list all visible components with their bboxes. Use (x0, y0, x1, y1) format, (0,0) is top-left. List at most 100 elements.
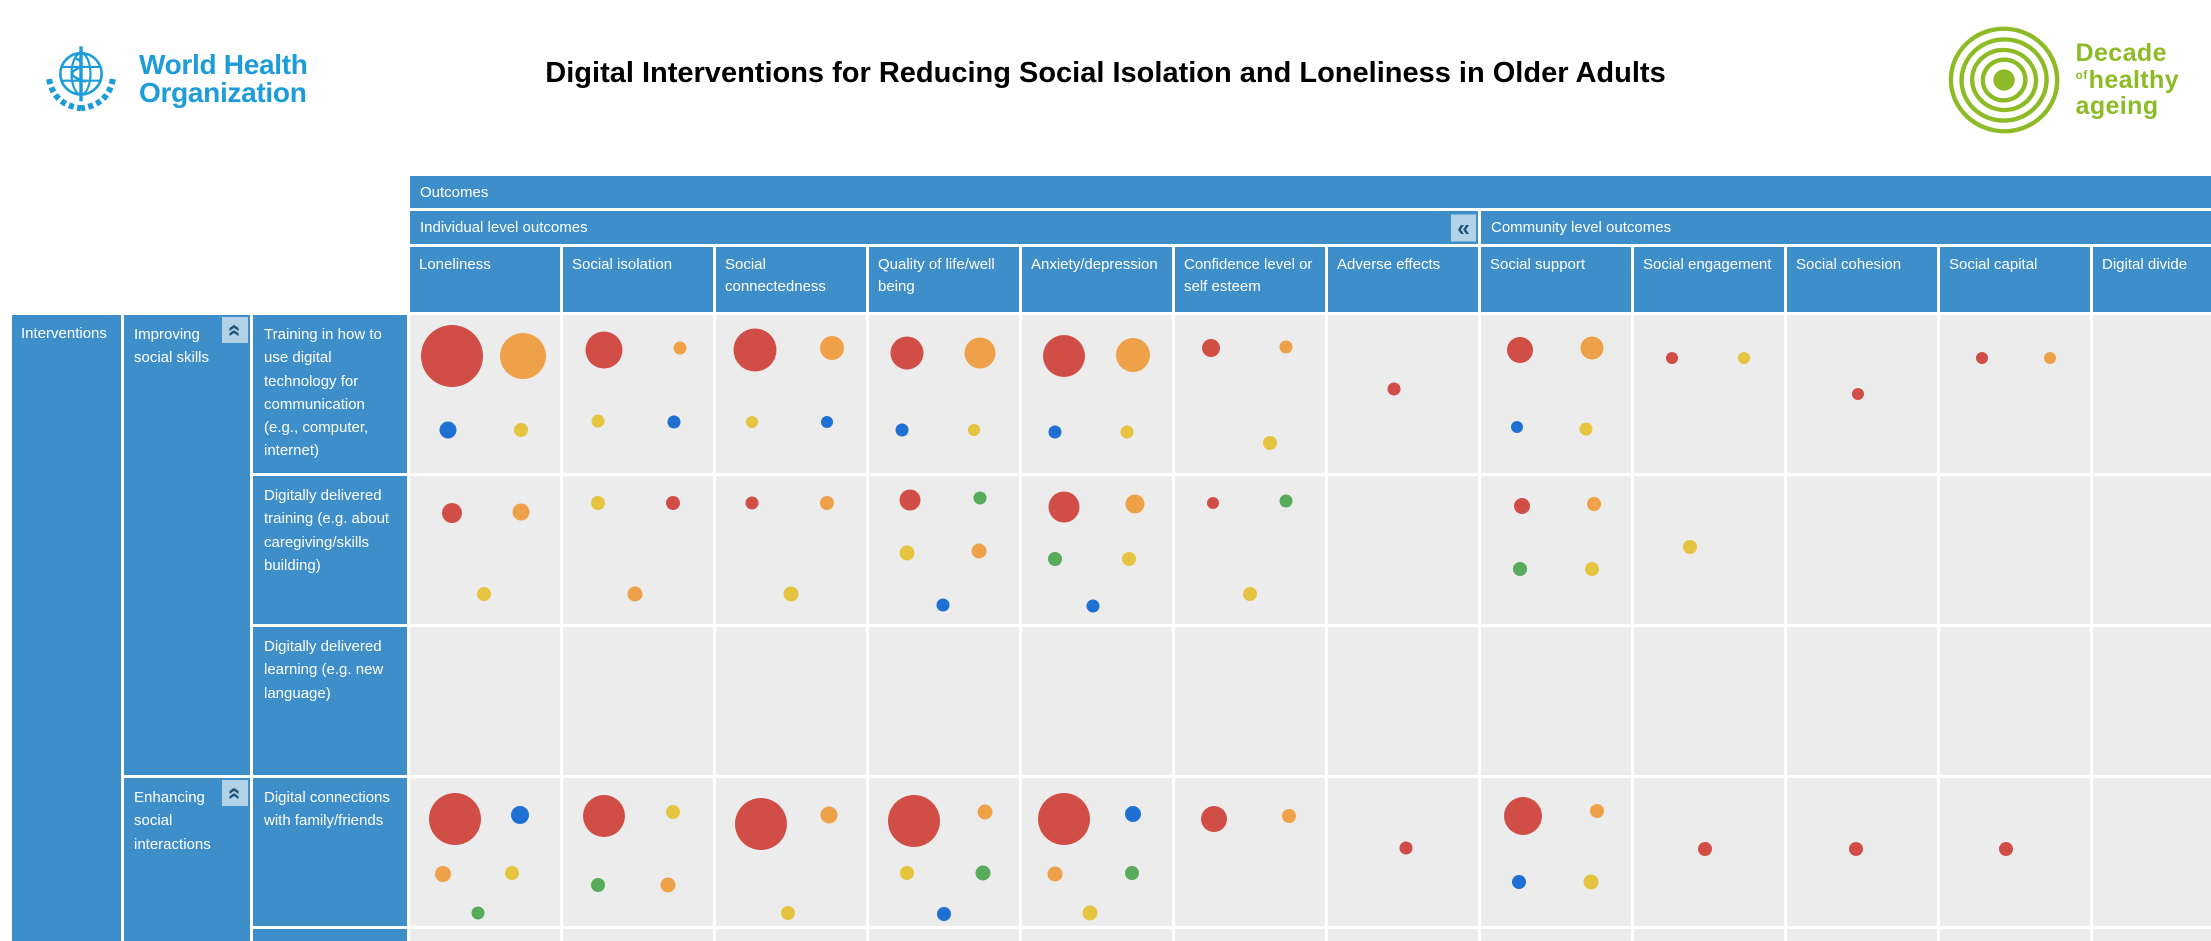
study-bubble-red[interactable] (890, 336, 923, 370)
study-bubble-green[interactable] (1048, 551, 1062, 566)
study-bubble-blue[interactable] (439, 421, 456, 439)
column-header: Anxiety/depression (1022, 247, 1172, 312)
study-bubble-blue[interactable] (937, 907, 951, 922)
study-bubble-green[interactable] (590, 877, 605, 892)
study-bubble-orange[interactable] (673, 341, 687, 355)
study-bubble-red[interactable] (1851, 388, 1864, 400)
study-bubble-orange[interactable] (1116, 337, 1150, 372)
study-bubble-yellow[interactable] (505, 865, 519, 880)
study-bubble-green[interactable] (1279, 494, 1293, 508)
study-bubble-yellow[interactable] (1682, 540, 1697, 555)
study-bubble-red[interactable] (1513, 497, 1530, 514)
study-bubble-orange[interactable] (435, 866, 451, 883)
study-bubble-blue[interactable] (1086, 599, 1099, 613)
study-bubble-yellow[interactable] (590, 495, 605, 510)
study-bubble-yellow[interactable] (1585, 562, 1599, 577)
study-bubble-yellow[interactable] (1120, 425, 1134, 439)
study-bubble-red[interactable] (665, 495, 680, 510)
study-bubble-orange[interactable] (1125, 494, 1144, 514)
study-bubble-red[interactable] (585, 331, 622, 369)
study-bubble-yellow[interactable] (1737, 351, 1750, 364)
study-bubble-orange[interactable] (499, 333, 546, 380)
study-bubble-red[interactable] (1201, 806, 1227, 833)
study-bubble-yellow[interactable] (591, 414, 604, 428)
study-bubble-red[interactable] (1504, 797, 1542, 836)
study-bubble-yellow[interactable] (665, 805, 680, 820)
study-bubble-blue[interactable] (1125, 805, 1141, 822)
study-bubble-orange[interactable] (964, 337, 996, 369)
study-bubble-red[interactable] (1043, 335, 1085, 378)
study-bubble-red[interactable] (1697, 842, 1712, 857)
study-bubble-green[interactable] (975, 865, 991, 881)
study-bubble-orange[interactable] (1589, 803, 1604, 818)
study-bubble-red[interactable] (1202, 339, 1220, 358)
collapse-rows-button[interactable]: « (222, 317, 248, 343)
study-bubble-orange[interactable] (1047, 866, 1063, 882)
study-bubble-blue[interactable] (1511, 874, 1526, 889)
interventions-header: Interventions (12, 315, 121, 941)
study-bubble-red[interactable] (745, 496, 759, 510)
study-bubble-green[interactable] (1513, 562, 1527, 577)
study-bubble-yellow[interactable] (899, 865, 914, 880)
study-bubble-red[interactable] (899, 489, 920, 511)
study-bubble-red[interactable] (888, 794, 940, 847)
study-bubble-blue[interactable] (510, 806, 529, 824)
study-bubble-red[interactable] (421, 325, 483, 388)
study-bubble-green[interactable] (471, 906, 484, 920)
study-bubble-blue[interactable] (936, 598, 949, 612)
study-bubble-yellow[interactable] (781, 905, 795, 920)
study-bubble-blue[interactable] (1511, 421, 1523, 434)
study-bubble-red[interactable] (735, 797, 787, 850)
study-bubble-orange[interactable] (2043, 351, 2056, 364)
study-bubble-blue[interactable] (1048, 425, 1062, 439)
study-bubble-red[interactable] (1999, 842, 2013, 857)
study-bubble-red[interactable] (1038, 793, 1090, 846)
study-bubble-orange[interactable] (820, 495, 834, 510)
study-bubble-orange[interactable] (971, 543, 986, 559)
study-bubble-yellow[interactable] (514, 423, 528, 438)
study-bubble-red[interactable] (1976, 351, 1988, 364)
study-bubble-orange[interactable] (1580, 336, 1604, 360)
study-bubble-blue[interactable] (821, 416, 833, 429)
study-bubble-orange[interactable] (512, 503, 530, 521)
study-bubble-orange[interactable] (660, 877, 676, 893)
study-bubble-green[interactable] (1124, 865, 1139, 880)
study-bubble-orange[interactable] (1282, 809, 1296, 824)
study-bubble-red[interactable] (1849, 842, 1863, 857)
study-bubble-yellow[interactable] (1082, 905, 1097, 921)
study-bubble-orange[interactable] (977, 804, 992, 820)
study-bubble-red[interactable] (1507, 336, 1533, 363)
study-bubble-orange[interactable] (1586, 497, 1601, 512)
study-bubble-orange[interactable] (819, 336, 844, 361)
study-bubble-red[interactable] (429, 793, 481, 846)
study-bubble-blue[interactable] (895, 423, 909, 437)
study-bubble-green[interactable] (973, 491, 987, 505)
study-bubble-orange[interactable] (820, 806, 837, 824)
study-bubble-red[interactable] (733, 328, 777, 372)
matrix-cell-partial (410, 929, 560, 941)
collapse-columns-button[interactable]: « (1451, 214, 1476, 241)
study-bubble-red[interactable] (442, 503, 462, 523)
study-bubble-yellow[interactable] (1579, 422, 1593, 436)
study-bubble-yellow[interactable] (1243, 587, 1257, 602)
study-bubble-red[interactable] (582, 795, 625, 838)
study-bubble-yellow[interactable] (476, 587, 491, 602)
study-bubble-yellow[interactable] (783, 586, 799, 602)
collapse-rows-button[interactable]: « (222, 780, 248, 806)
study-bubble-red[interactable] (1048, 491, 1080, 523)
study-bubble-red[interactable] (1206, 496, 1219, 509)
study-bubble-yellow[interactable] (1583, 874, 1598, 890)
study-bubble-yellow[interactable] (1262, 435, 1277, 450)
matrix-cell (1022, 315, 1172, 473)
study-bubble-yellow[interactable] (746, 416, 758, 429)
study-bubble-yellow[interactable] (968, 424, 980, 437)
study-bubble-yellow[interactable] (899, 545, 914, 561)
study-bubble-orange[interactable] (1279, 340, 1293, 354)
study-bubble-red[interactable] (1665, 351, 1678, 364)
study-bubble-yellow[interactable] (1121, 551, 1136, 566)
study-bubble-red[interactable] (1387, 382, 1401, 396)
study-bubble-blue[interactable] (667, 415, 681, 429)
matrix-cell (2093, 778, 2211, 926)
study-bubble-orange[interactable] (627, 586, 643, 602)
study-bubble-red[interactable] (1399, 841, 1413, 855)
